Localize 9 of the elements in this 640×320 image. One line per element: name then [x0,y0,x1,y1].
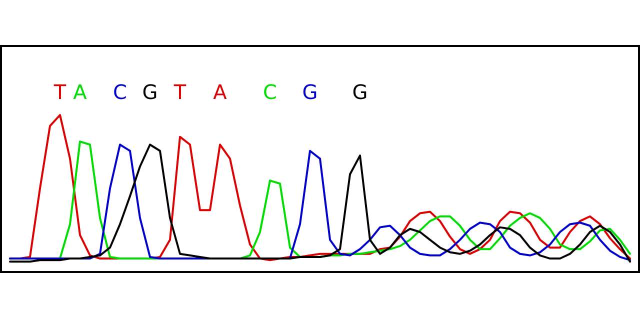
text: T [172,80,187,104]
text: C [113,80,127,104]
text: G [352,80,368,104]
text: G [142,80,158,104]
text: C [263,80,277,104]
text: T [52,80,67,104]
text: A [73,80,88,104]
text: G [302,80,318,104]
text: A [213,80,228,104]
